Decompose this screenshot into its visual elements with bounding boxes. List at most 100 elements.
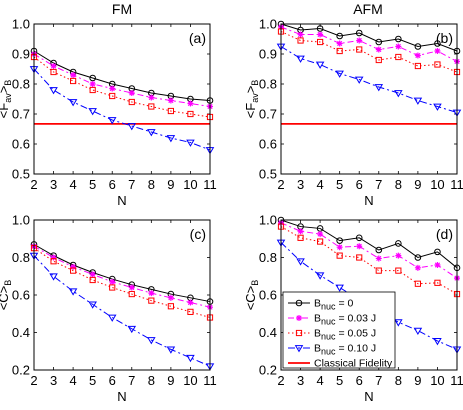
data-point-b05 (356, 46, 363, 53)
x-tick-label: 11 (203, 373, 217, 388)
data-point-b05 (375, 267, 382, 274)
y-axis-label: <C>B (243, 280, 260, 311)
y-tick-label: 0.6 (259, 288, 277, 303)
data-point-b03 (70, 263, 77, 270)
label-text: = 0.10 J (336, 343, 377, 355)
data-point-b03 (187, 299, 194, 306)
plot-frame (33, 23, 211, 175)
data-point-b03 (375, 46, 382, 53)
data-point-b05 (317, 38, 324, 46)
data-point-b0 (414, 43, 422, 50)
y-tick-label: 0.6 (259, 137, 277, 152)
data-point-b10 (147, 337, 156, 345)
y-tick-label: 0.6 (12, 137, 30, 152)
x-tick-label: 7 (375, 373, 382, 388)
data-point-b10 (88, 108, 97, 116)
data-point-b03 (109, 85, 116, 92)
label-text: > (0, 86, 11, 94)
data-point-b05 (148, 297, 155, 304)
data-point-b10 (186, 139, 195, 147)
data-point-b10 (147, 129, 156, 137)
label-subscript: B (250, 280, 260, 286)
data-point-b03 (89, 271, 96, 278)
y-tick-label: 1.0 (259, 213, 277, 228)
data-point-b0 (395, 240, 402, 247)
x-tick-label: 6 (356, 373, 363, 388)
x-tick-label: 8 (395, 177, 402, 192)
data-point-b05 (89, 86, 96, 94)
data-point-b03 (148, 290, 155, 297)
x-tick-label: 4 (316, 373, 323, 388)
panel-c: 2 3 4 5 6 7 8 9 10 11 0.2 0.4 0.6 0.8 1.0 N <C>B (c) (0, 213, 217, 405)
data-point-b05 (109, 92, 116, 100)
data-point-b03 (109, 278, 116, 285)
x-tick-label: 8 (395, 373, 402, 388)
data-point-b05 (50, 68, 57, 76)
x-tick-label: 5 (89, 177, 96, 192)
data-point-b0 (414, 254, 422, 261)
x-tick-label: 10 (183, 177, 197, 192)
y-tick-label: 0.4 (259, 325, 277, 340)
legend-label-b05: Bnuc = 0.05 J (314, 328, 376, 342)
series-line-b03 (33, 245, 211, 308)
x-tick-label: 3 (297, 177, 304, 192)
x-tick-label: 6 (109, 373, 116, 388)
label-subscript: av (3, 93, 13, 103)
plot-frame (280, 23, 458, 175)
x-tick-label: 9 (167, 177, 174, 192)
data-point-b03 (434, 262, 441, 268)
y-tick-label: 0.9 (259, 47, 277, 62)
panel-label: (d) (436, 226, 453, 242)
x-tick-label: 7 (128, 373, 135, 388)
data-point-b03 (167, 97, 174, 104)
y-tick-label: 0.8 (12, 77, 30, 92)
legend-marker-b03 (296, 315, 302, 321)
x-tick-label: 5 (336, 373, 343, 388)
data-point-b10 (335, 284, 344, 292)
data-point-b03 (50, 254, 57, 261)
x-tick-label: 2 (277, 373, 284, 388)
data-point-b10 (315, 61, 325, 69)
label-subscript: av (250, 93, 260, 103)
x-tick-label: 8 (148, 373, 155, 388)
data-point-b03 (148, 94, 155, 101)
label-text: B (314, 328, 321, 340)
data-point-b05 (336, 252, 343, 259)
data-point-b10 (354, 76, 364, 84)
x-tick-label: 11 (450, 373, 463, 388)
x-tick-label: 10 (430, 373, 444, 388)
data-point-b10 (394, 319, 403, 327)
x-tick-label: 7 (128, 177, 135, 192)
data-point-b0 (434, 248, 441, 256)
label-subscript: nuc (321, 346, 336, 356)
data-point-b05 (395, 53, 402, 61)
label-text: B (314, 343, 321, 355)
y-tick-label: 0.2 (12, 363, 30, 378)
data-point-b0 (434, 40, 441, 47)
data-point-b10 (315, 272, 325, 280)
label-text: > (243, 86, 258, 94)
panel-label: (b) (436, 30, 453, 46)
x-tick-label: 6 (109, 177, 116, 192)
series-line-b03 (280, 222, 458, 279)
data-point-b10 (186, 354, 195, 363)
label-subscript: B (3, 280, 13, 286)
data-point-b10 (374, 84, 384, 92)
series-line-b10 (33, 68, 211, 151)
y-tick-label: 0.9 (12, 47, 30, 62)
data-point-b05 (414, 62, 421, 70)
data-point-b10 (68, 99, 78, 107)
x-tick-label: 11 (203, 177, 217, 192)
data-point-b03 (336, 40, 343, 47)
series-line-b05 (280, 226, 458, 295)
x-tick-label: 2 (30, 177, 37, 192)
series-line-b0 (33, 243, 211, 303)
data-point-b03 (128, 284, 135, 291)
y-tick-label: 0.2 (259, 363, 277, 378)
data-point-b03 (187, 100, 194, 107)
data-point-b05 (109, 284, 116, 291)
plot-frame (280, 219, 458, 371)
x-tick-label: 2 (30, 373, 37, 388)
data-point-b0 (355, 234, 363, 242)
